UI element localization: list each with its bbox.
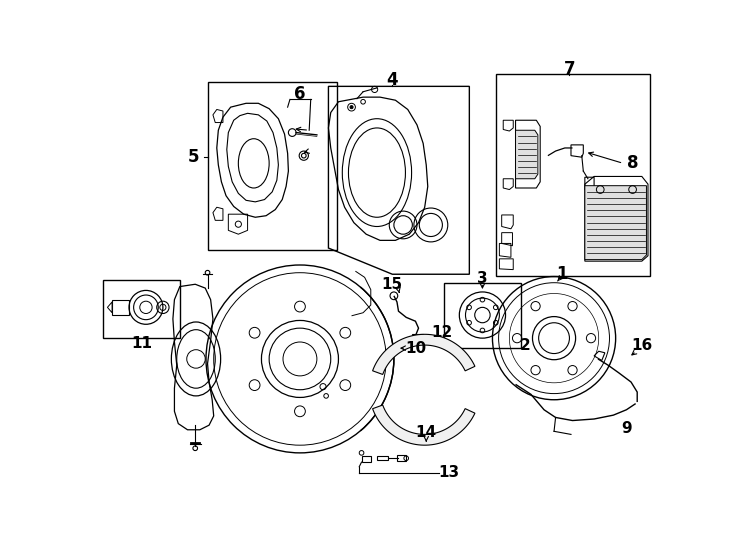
Text: 16: 16 [631,339,653,353]
Text: 2: 2 [520,339,530,353]
Polygon shape [585,186,647,260]
Polygon shape [373,334,475,374]
Text: 10: 10 [405,341,426,356]
Text: 9: 9 [621,421,632,436]
Bar [413,334,423,341]
Text: 1: 1 [556,265,567,284]
Text: 14: 14 [415,426,437,440]
Text: 11: 11 [131,336,152,351]
Text: 4: 4 [387,71,398,89]
Text: 13: 13 [439,465,460,481]
Text: 6: 6 [294,85,305,103]
Bar [362,456,371,462]
Bar [103,280,180,338]
Bar [444,283,521,348]
Text: 8: 8 [627,154,639,172]
Polygon shape [515,130,538,179]
Text: 15: 15 [382,276,403,292]
Text: 3: 3 [477,271,488,286]
Bar [377,456,388,460]
Bar [208,82,337,249]
Bar [495,74,650,276]
Polygon shape [373,405,475,445]
Polygon shape [107,302,112,313]
Bar [112,300,129,315]
Bar [397,455,406,461]
Circle shape [350,106,353,109]
Text: 7: 7 [564,60,575,78]
Text: 5: 5 [188,148,200,166]
Text: 12: 12 [431,325,452,340]
